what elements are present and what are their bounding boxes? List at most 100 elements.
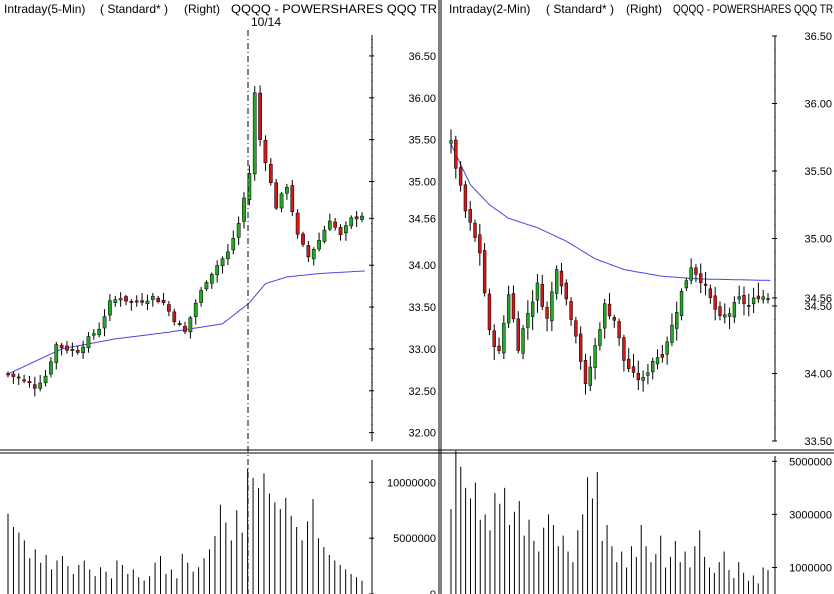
left-candle-body: [75, 350, 80, 353]
left-candle-body: [65, 345, 69, 351]
left-candle-body: [27, 381, 32, 384]
right-candle-body: [737, 296, 741, 300]
left-price-tick-label: 33.50: [408, 302, 436, 314]
right-candle-body: [550, 291, 554, 322]
left-candle-body: [49, 361, 53, 375]
right-symbol-label: QQQQ - POWERSHARES QQQ TR: [673, 2, 833, 16]
left-interval-label: Intraday(5-Min): [4, 2, 85, 16]
right-volume-tick-label: 1000000: [789, 562, 832, 574]
left-candle-body: [145, 300, 150, 304]
left-price-tick-label: 35.50: [408, 135, 436, 147]
right-interval-label: Intraday(2-Min): [449, 2, 530, 16]
right-price-tick-label: 35.50: [804, 166, 832, 178]
left-candle-body: [204, 282, 209, 290]
right-candle-body: [747, 305, 751, 307]
left-candle-body: [108, 300, 112, 316]
right-candle-body: [766, 298, 770, 300]
right-candle-body: [675, 312, 679, 329]
right-candle-body: [530, 301, 535, 317]
left-price-tick-label: 34.00: [408, 260, 436, 272]
right-candle-body: [588, 366, 592, 386]
left-candle-body: [86, 336, 91, 348]
right-candle-body: [756, 295, 761, 300]
right-candle-body: [569, 301, 573, 320]
left-price-tick-label: 36.50: [408, 51, 436, 63]
left-candle-body: [91, 333, 96, 336]
left-candle-body: [338, 227, 343, 235]
right-candle-body: [487, 293, 492, 331]
right-candle-body: [694, 267, 698, 275]
left-candle-body: [236, 223, 241, 238]
left-candle-body: [301, 233, 305, 245]
left-candle-body: [285, 187, 289, 194]
right-candle-body: [641, 377, 645, 381]
left-candle-body: [113, 299, 118, 303]
left-candle-body: [11, 373, 16, 377]
right-candle-body: [454, 139, 458, 169]
right-candle-body: [727, 313, 732, 317]
left-price-tick-label: 36.00: [408, 93, 436, 105]
left-candle-body: [311, 249, 316, 260]
left-moving-average-line: [7, 270, 365, 375]
right-candle-body: [679, 290, 684, 316]
left-candle-body: [242, 197, 246, 222]
right-candle-body: [651, 361, 655, 373]
left-price-tick-label: 32.00: [408, 428, 436, 440]
right-candle-body: [617, 321, 621, 339]
left-candle-body: [344, 225, 348, 234]
right-candle-body: [622, 337, 626, 361]
left-candle-body: [172, 311, 177, 323]
left-candle-body: [274, 182, 279, 209]
left-candle-body: [349, 217, 354, 227]
left-candle-body: [167, 304, 171, 312]
left-candle-body: [161, 299, 166, 303]
right-candle-body: [458, 167, 463, 186]
left-candle-body: [258, 92, 262, 140]
right-candle-body: [583, 360, 588, 385]
right-candle-body: [473, 222, 477, 238]
right-candle-body: [718, 306, 722, 316]
right-candle-body: [689, 267, 693, 281]
right-candle-body: [478, 234, 482, 254]
right-candle-body: [713, 295, 717, 310]
left-candle-body: [32, 384, 37, 389]
left-candle-body: [360, 215, 364, 220]
right-price-tick-label: 33.50: [804, 436, 832, 448]
right-candle-body: [593, 345, 597, 368]
right-candle-body: [497, 345, 501, 351]
right-candle-body: [627, 358, 631, 369]
right-candle-body: [636, 372, 641, 381]
left-candle-body: [59, 344, 64, 348]
right-candle-body: [506, 294, 511, 324]
right-price-tick-label: 36.50: [804, 31, 832, 43]
left-symbol-label: QQQQ - POWERSHARES QQQ TR: [231, 2, 437, 16]
right-candle-body: [708, 288, 713, 298]
right-candle-body: [598, 329, 602, 346]
right-axis-side-label: (Right): [626, 2, 662, 16]
right-candle-body: [612, 317, 616, 321]
right-candle-body: [492, 330, 496, 348]
right-candle-body: [703, 283, 708, 286]
left-candle-body: [327, 220, 332, 230]
left-candle-body: [290, 185, 295, 213]
left-candle-body: [215, 265, 220, 276]
left-candle-body: [188, 317, 193, 333]
right-candle-body: [521, 328, 525, 354]
left-candle-body: [226, 251, 230, 260]
left-candle-body: [306, 245, 311, 258]
left-candle-body: [193, 302, 198, 317]
left-candle-body: [268, 164, 273, 184]
right-candle-body: [603, 303, 607, 329]
left-candle-body: [102, 316, 107, 329]
right-volume-tick-label: 3000000: [789, 509, 832, 521]
left-price-tick-label: 33.00: [408, 344, 436, 356]
right-candle-body: [607, 303, 612, 317]
right-style-label: ( Standard* ): [546, 2, 614, 16]
right-candle-body: [511, 293, 516, 320]
right-candle-body: [670, 324, 674, 343]
left-candle-body: [43, 375, 48, 384]
left-candle-body: [140, 300, 144, 303]
right-candle-body: [646, 372, 650, 376]
right-volume-tick-label: 5000000: [789, 456, 832, 468]
